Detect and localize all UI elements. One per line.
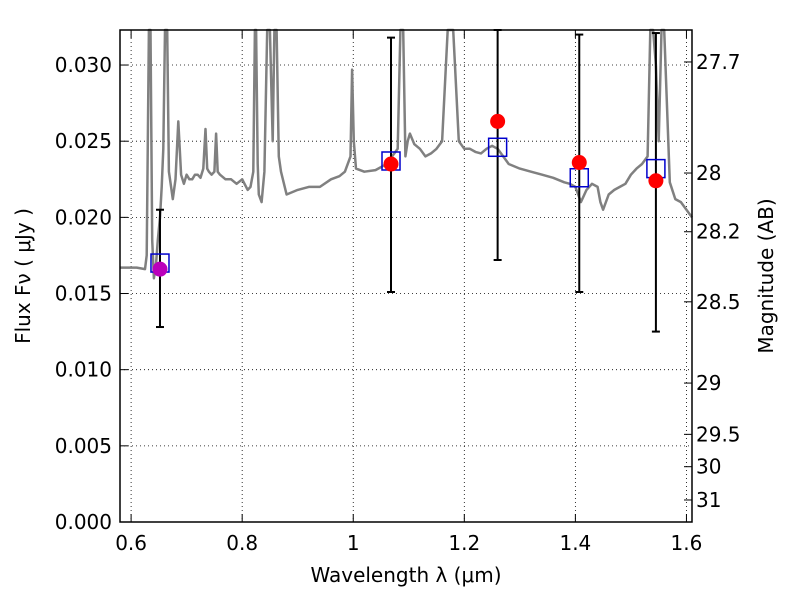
y2-axis-label: Magnitude (AB) [754,198,778,353]
circle-marker [383,156,399,172]
square-markers [150,137,666,273]
y2-tick-label: 27.7 [696,50,741,74]
x-tick-label: 1 [347,531,360,555]
circle-marker [571,155,587,171]
y-tick-label: 0.010 [55,358,112,382]
y-tick-label: 0.030 [55,53,112,77]
y2-tick-label: 29.5 [696,422,741,446]
plot-frame [119,29,693,523]
y-tick-label: 0.005 [55,434,112,458]
y-tick-label: 0.015 [55,282,112,306]
y2-tick-label: 28 [696,161,721,185]
circle-marker [490,113,506,129]
y2-axis-ticks: 27.7 28 28.2 28.5 29 29.5 30 31 [684,50,741,512]
x-tick-label: 0.8 [226,531,258,555]
y-tick-label: 0.000 [55,510,112,534]
x-tick-label: 1.2 [448,531,480,555]
model-spectrum-line [120,28,694,280]
y2-tick-label: 28.2 [696,220,741,244]
y2-tick-label: 29 [696,371,721,395]
y2-tick-label: 28.5 [696,290,741,314]
grid [120,30,692,523]
x-tick-label: 0.6 [115,531,147,555]
circle-marker [648,173,664,189]
circle-markers [152,113,664,277]
x-tick-label: 1.6 [671,531,703,555]
x-axis-ticks: 0.6 0.8 1 1.2 1.4 1.6 [115,30,702,555]
x-tick-label: 1.4 [559,531,591,555]
y2-tick-label: 31 [696,488,721,512]
y-axis-label: Flux Fν ( μJy ) [11,208,35,344]
y-tick-label: 0.020 [55,205,112,229]
circle-marker [152,261,168,277]
model-spectrum [120,28,694,280]
y-axis-ticks: 0.000 0.005 0.010 0.015 0.020 0.025 0.030 [55,53,128,534]
y2-tick-label: 30 [696,455,721,479]
x-axis-label: Wavelength λ (μm) [310,563,501,587]
square-marker [487,137,508,158]
y-tick-label: 0.025 [55,129,112,153]
